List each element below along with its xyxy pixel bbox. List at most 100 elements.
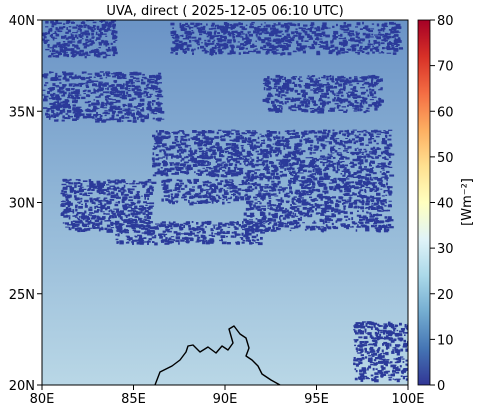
cloud-pixel [261, 41, 265, 44]
cloud-pixel [291, 32, 295, 35]
cloud-pixel [225, 143, 228, 146]
cloud-pixel [156, 164, 161, 167]
cloud-pixel [302, 45, 307, 48]
cloud-pixel [138, 102, 142, 107]
cloud-pixel [111, 191, 115, 195]
cloud-pixel [245, 158, 250, 161]
cloud-pixel [126, 239, 130, 240]
cloud-pixel [366, 77, 370, 79]
cloud-pixel [233, 40, 236, 43]
cloud-pixel [303, 186, 307, 188]
cloud-pixel [395, 46, 399, 48]
cloud-pixel [330, 179, 334, 181]
cloud-pixel [166, 229, 170, 232]
cloud-pixel [110, 210, 115, 213]
cloud-pixel [213, 173, 219, 176]
cloud-pixel [211, 188, 217, 191]
cloud-pixel [51, 105, 57, 109]
cloud-pixel [223, 196, 227, 199]
cloud-pixel [158, 224, 164, 227]
cloud-pixel [288, 133, 291, 135]
cloud-pixel [115, 99, 121, 103]
cloud-pixel [100, 106, 104, 108]
cloud-pixel [66, 185, 70, 187]
cloud-pixel [293, 170, 296, 174]
cloud-pixel [331, 213, 335, 216]
cloud-pixel [151, 221, 153, 224]
cloud-pixel [336, 166, 339, 170]
cloud-pixel [225, 232, 230, 234]
cloud-pixel [95, 215, 99, 217]
cloud-pixel [84, 205, 88, 208]
cloud-pixel [282, 139, 288, 143]
cloud-pixel [314, 172, 317, 176]
cloud-pixel [106, 118, 111, 121]
cloud-pixel [369, 162, 372, 164]
cloud-pixel [325, 47, 331, 50]
cloud-pixel [212, 41, 215, 43]
cloud-pixel [185, 34, 189, 36]
cloud-pixel [288, 182, 292, 185]
cloud-pixel [149, 80, 155, 83]
cloud-pixel [157, 157, 163, 159]
cloud-pixel [175, 45, 180, 48]
cloud-pixel [308, 140, 314, 144]
cloud-pixel [312, 75, 315, 78]
cloud-pixel [385, 39, 388, 42]
cloud-pixel [171, 196, 175, 200]
cloud-pixel [330, 215, 334, 218]
cloud-pixel [358, 152, 361, 154]
cloud-pixel [266, 144, 272, 148]
cloud-pixel [57, 108, 60, 111]
cloud-pixel [313, 41, 318, 45]
cloud-pixel [154, 162, 157, 164]
cloud-pixel [334, 78, 340, 81]
cloud-pixel [318, 190, 321, 193]
cloud-pixel [249, 212, 255, 215]
cloud-pixel [220, 25, 224, 29]
cloud-pixel [275, 34, 279, 37]
cloud-pixel [318, 180, 324, 182]
cloud-pixel [318, 169, 321, 171]
cloud-pixel [307, 75, 310, 77]
cloud-pixel [292, 202, 296, 205]
cloud-pixel [156, 97, 160, 100]
cloud-pixel [356, 82, 360, 85]
cloud-pixel [246, 163, 251, 165]
cloud-pixel [173, 31, 177, 35]
cloud-pixel [207, 192, 212, 195]
cloud-pixel [350, 39, 356, 42]
cloud-pixel [237, 32, 242, 36]
cloud-pixel [239, 47, 244, 50]
cloud-pixel [286, 100, 289, 103]
cloud-pixel [63, 85, 66, 88]
cloud-pixel [76, 190, 81, 193]
cloud-pixel [301, 109, 304, 112]
cloud-pixel [187, 164, 192, 168]
cloud-pixel [138, 115, 143, 118]
cloud-pixel [260, 173, 265, 176]
cloud-pixel [164, 168, 169, 170]
cloud-pixel [386, 170, 390, 173]
cloud-pixel [293, 222, 298, 225]
cloud-pixel [336, 94, 340, 97]
cloud-pixel [179, 130, 184, 132]
cloud-pixel [63, 209, 66, 212]
cloud-pixel [264, 84, 269, 87]
cloud-pixel [126, 91, 129, 95]
cloud-pixel [136, 230, 141, 233]
cloud-pixel [194, 171, 196, 174]
cloud-pixel [227, 201, 231, 204]
cloud-pixel [368, 182, 373, 185]
cloud-pixel [288, 159, 291, 162]
cloud-pixel [353, 141, 356, 145]
cloud-pixel [270, 34, 274, 37]
cloud-pixel [257, 177, 262, 179]
cloud-pixel [364, 46, 369, 49]
cloud-pixel [363, 155, 366, 159]
cloud-pixel [248, 225, 250, 229]
cloud-pixel [310, 207, 313, 209]
cloud-pixel [231, 30, 236, 34]
cloud-pixel [62, 105, 67, 109]
cloud-pixel [322, 47, 327, 50]
